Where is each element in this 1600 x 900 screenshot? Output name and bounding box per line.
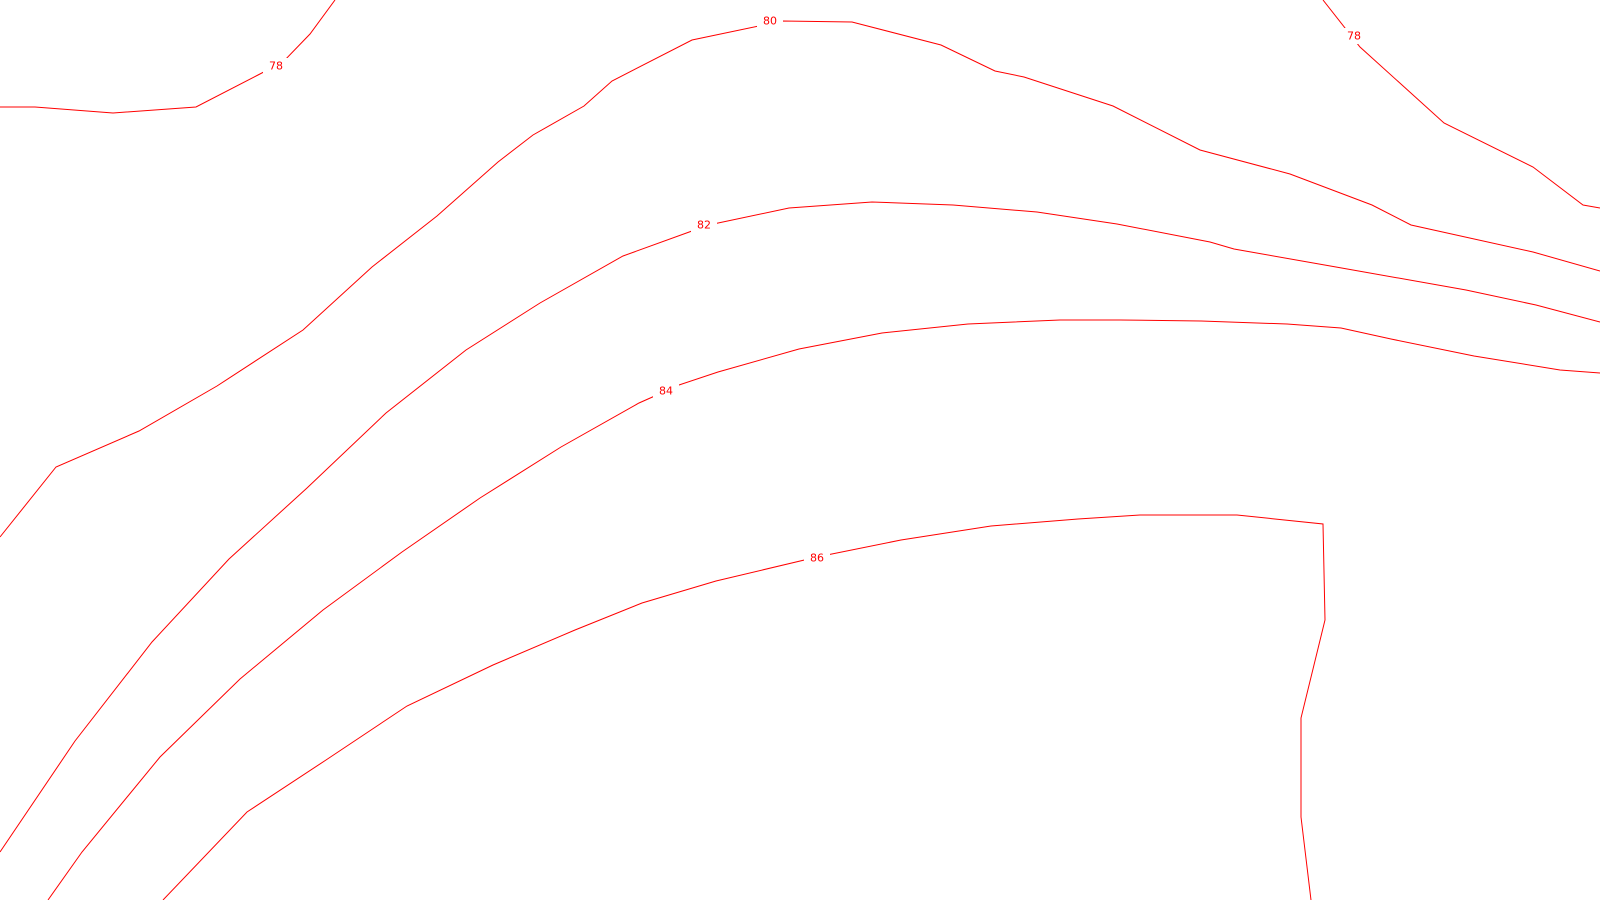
contour-label-78-left: 78 (269, 60, 283, 73)
label-mask (653, 383, 679, 399)
contour-label-82: 82 (697, 219, 711, 232)
contour-path (0, 201, 1600, 853)
contour-path (47, 319, 1600, 900)
contour-line-86: 86 (162, 514, 1326, 900)
contour-line-80: 80 (0, 13, 1600, 538)
contour-label-78-right: 78 (1347, 30, 1361, 43)
contour-path (0, 0, 336, 114)
contour-path (162, 514, 1326, 900)
label-mask (757, 13, 783, 29)
contour-line-78-left: 78 (0, 0, 336, 114)
contour-line-82: 82 (0, 201, 1600, 853)
contour-line-78-right: 78 (1322, 0, 1600, 209)
contour-label-80: 80 (763, 15, 777, 28)
label-mask (804, 550, 830, 566)
label-mask (1341, 28, 1367, 44)
contour-path (0, 20, 1600, 538)
contour-label-84: 84 (659, 385, 673, 398)
contour-line-84: 84 (47, 319, 1600, 900)
label-mask (691, 217, 717, 233)
label-mask (263, 58, 289, 74)
contour-label-86: 86 (810, 552, 824, 565)
